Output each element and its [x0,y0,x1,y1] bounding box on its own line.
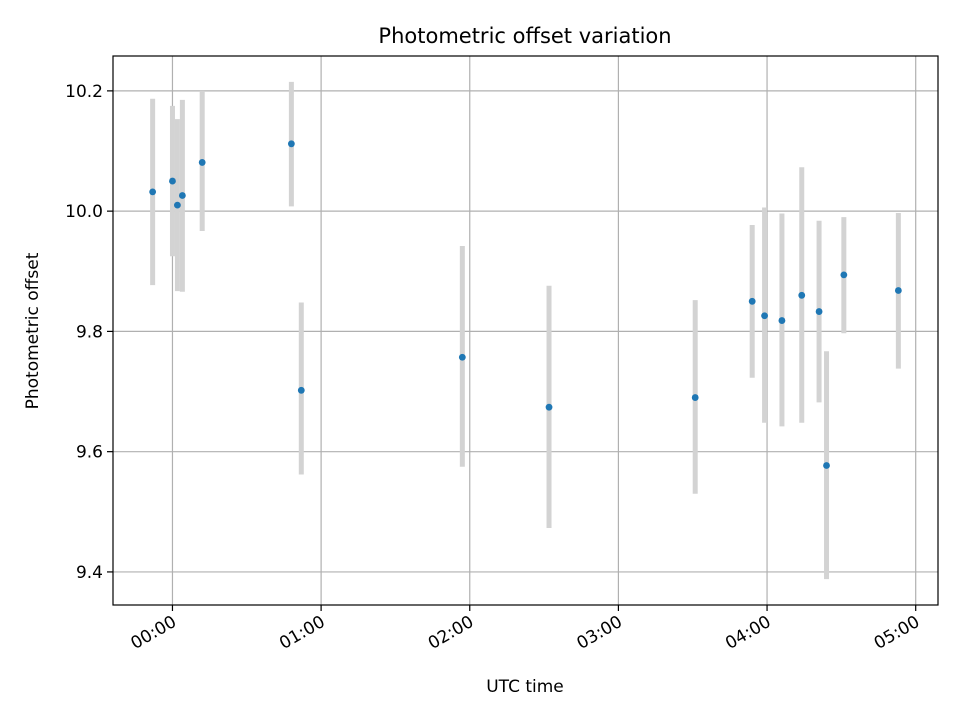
data-point [798,291,806,299]
data-point [778,317,786,324]
data-point [894,287,902,294]
data-point [287,140,295,148]
y-tick-label: 10.2 [65,82,103,102]
data-point [198,159,206,166]
data-point [149,188,157,196]
data-point [761,312,768,320]
data-point [840,271,848,279]
plot-frame [112,55,939,606]
x-axis-label: UTC time [486,677,564,697]
data-point [178,192,186,199]
data-point [545,403,553,411]
data-point [458,353,466,361]
chart-title: Photometric offset variation [378,24,671,48]
data-point [691,394,699,401]
data-point [823,462,830,469]
data-point [174,201,181,209]
y-tick-label: 9.8 [76,322,103,342]
data-point [297,386,305,394]
data-point [169,177,176,185]
data-point [748,297,756,305]
y-tick-label: 9.4 [76,563,103,583]
y-tick-label: 9.6 [76,443,103,463]
data-point [815,308,823,315]
data-points [149,140,902,469]
y-axis-label: Photometric offset [23,252,43,409]
y-tick-label: 10.0 [65,202,103,222]
